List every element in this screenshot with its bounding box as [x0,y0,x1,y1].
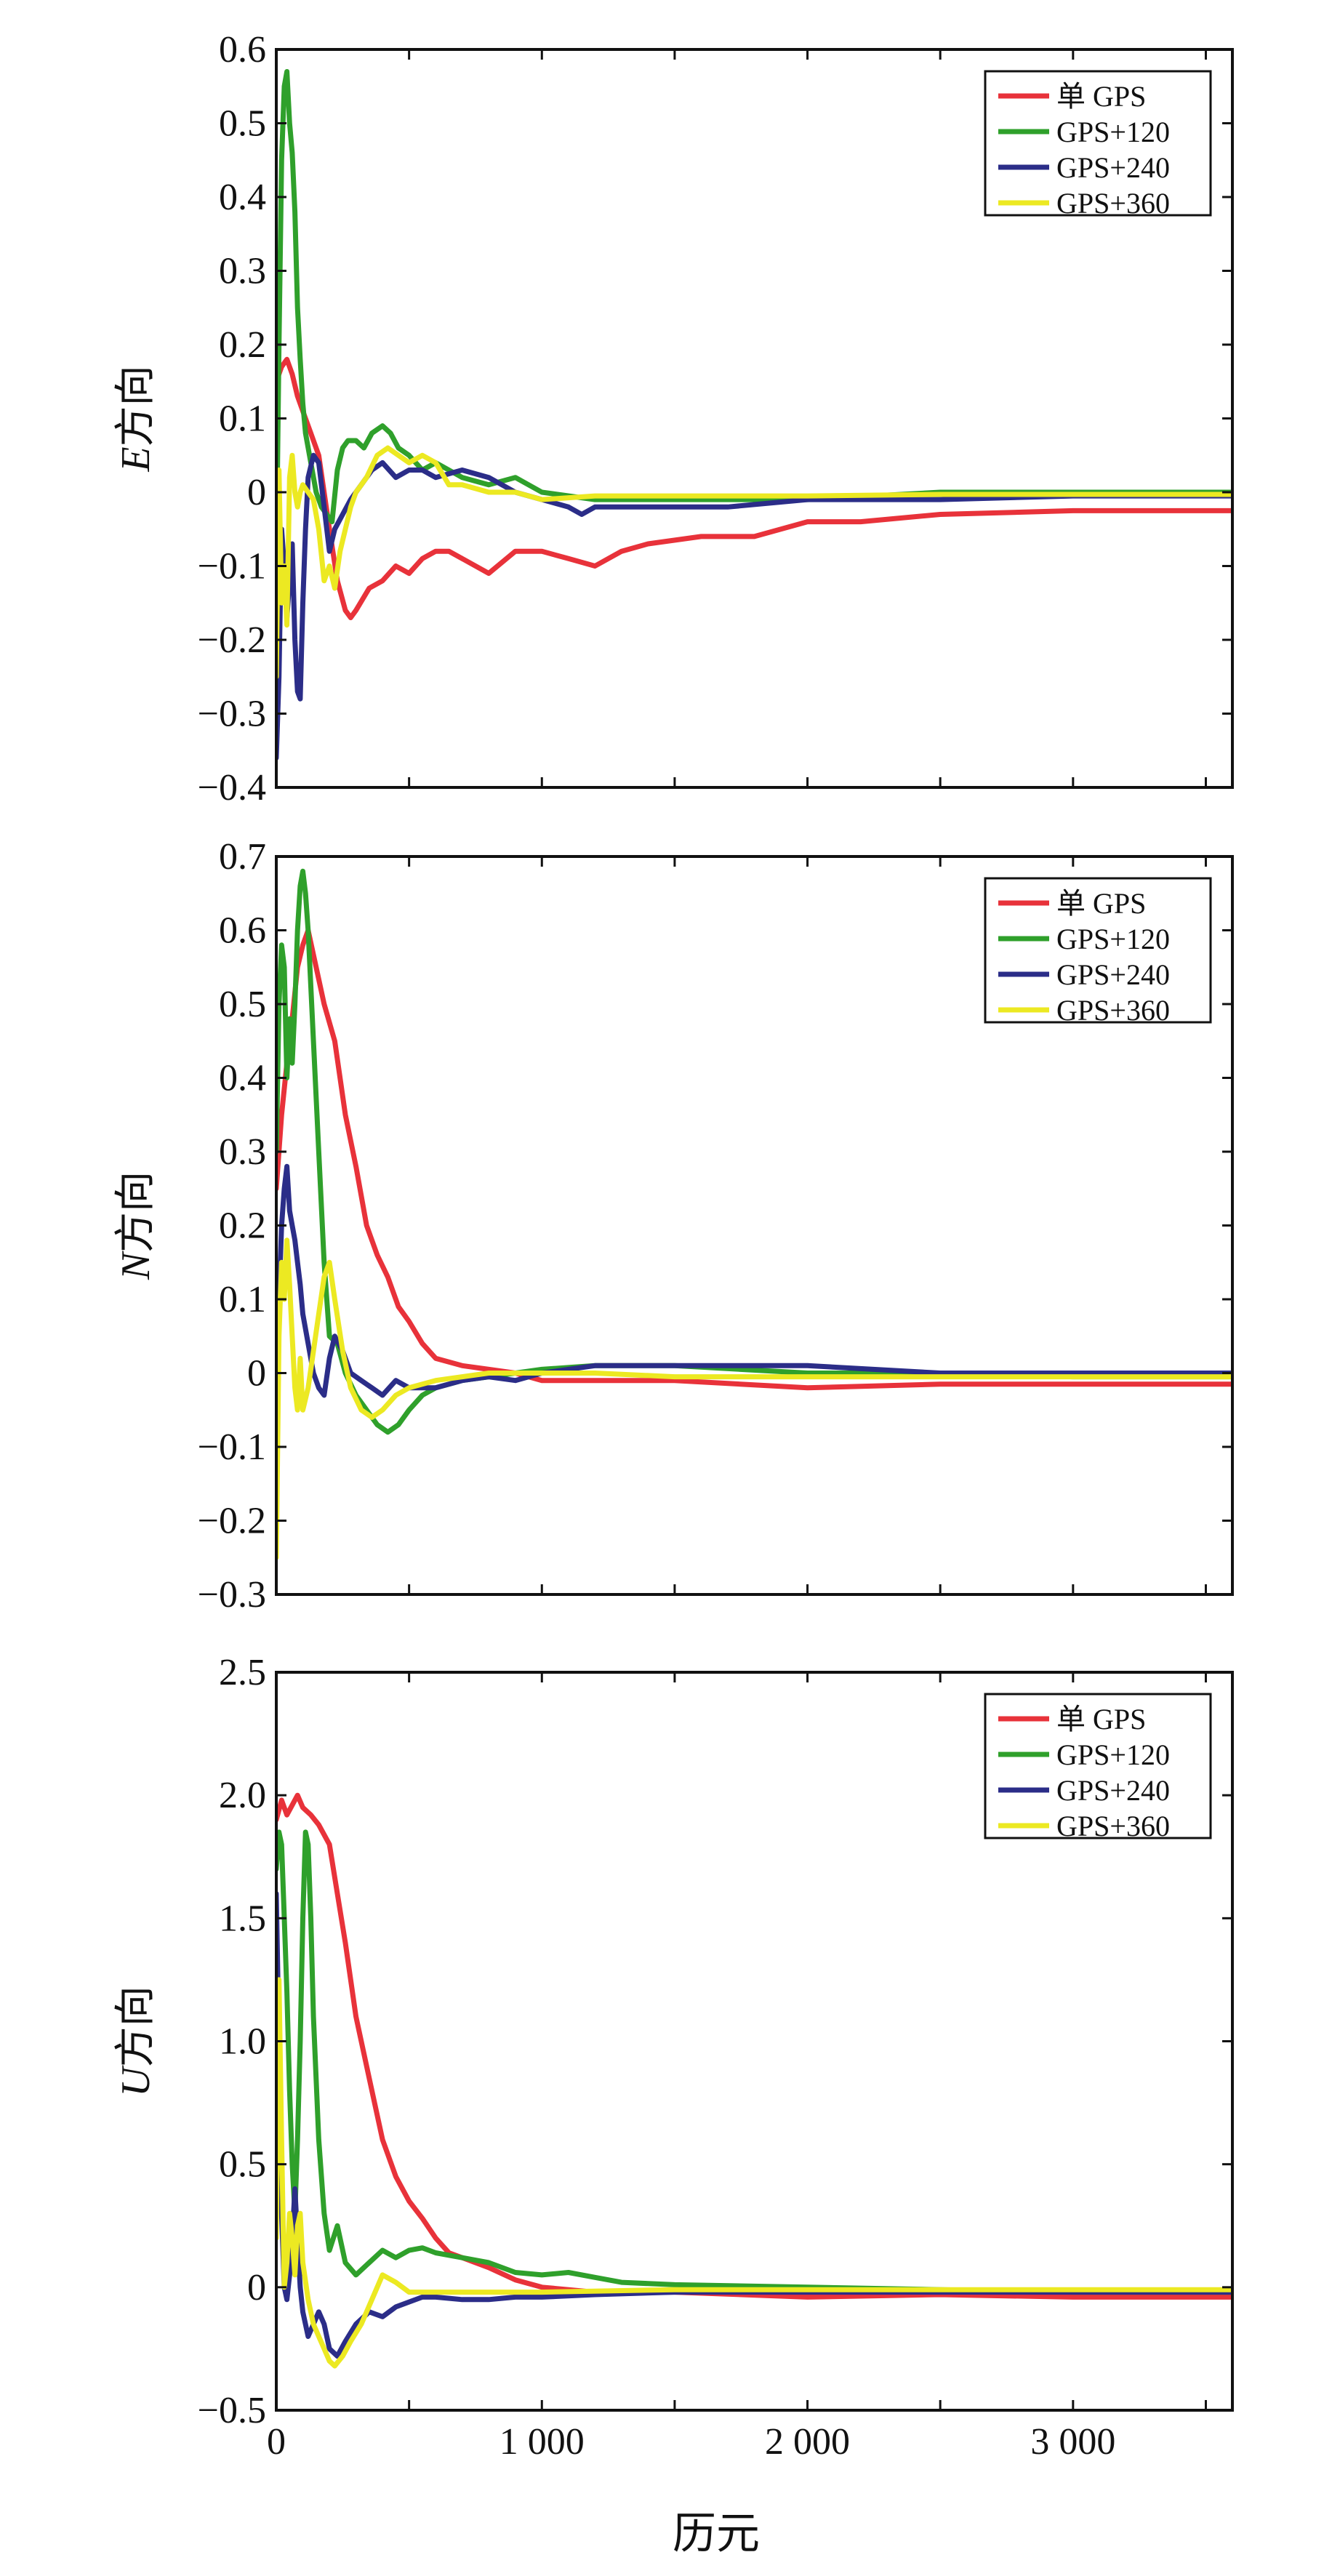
series-line-4 [276,445,1232,680]
y-tick-label: −0.1 [198,1427,266,1468]
series-line-1 [276,356,1232,620]
x-tick-label: 0 [267,2421,286,2463]
y-tick-label: 2.0 [219,1775,266,1816]
y-tick-label: 2.5 [219,1652,266,1693]
series-line-1 [276,1792,1232,2300]
series-line-2 [276,69,1232,569]
legend-label: 单 GPS [1056,1703,1146,1736]
y-tick-label: −0.4 [198,767,266,808]
series-line-4 [276,1977,1232,2369]
y-tick-label: 0 [247,2267,266,2308]
panel-e: −0.4 −0.3 −0.2 −0.1 0 0.1 0.2 0.3 0.4 0.5 0.6 E方向 单 … [113,29,1234,808]
y-tick-label: 0.2 [219,324,266,366]
y-axis-suffix: 方向 [113,1171,159,1253]
y-tick-label: 0.5 [219,2144,266,2186]
x-tick-label: 2 000 [765,2421,850,2463]
legend-box [984,70,1212,217]
x-tick-label: 1 000 [500,2421,585,2463]
legend-label: GPS+120 [1056,1738,1170,1771]
y-tick-label: −0.1 [198,546,266,587]
y-tick-label: 0.4 [219,1058,266,1099]
y-tick-label: 0.5 [219,984,266,1025]
y-tick-label: 0.1 [219,1279,266,1320]
x-tick-label: 3 000 [1030,2421,1115,2463]
y-tick-label: 0.3 [219,1131,266,1173]
y-tick-label: 0 [247,1353,266,1395]
y-tick-label: 0 [247,472,266,513]
legend-label: GPS+240 [1056,958,1170,991]
panel-u: −0.500.51.01.52.02.50 1 000 2 000 3 000U方向单… [113,1652,1234,2463]
y-tick-label: −0.3 [198,1574,266,1616]
series-line-1 [276,928,1232,1391]
legend-label: 单 GPS [1056,80,1146,113]
y-tick-label: 1.5 [219,1898,266,1939]
y-axis-label: U方向 [113,1986,159,2096]
series-line-4 [276,1237,1232,1560]
y-tick-label: −0.2 [198,619,266,661]
y-tick-label: 0.6 [219,29,266,71]
y-tick-label: 0.5 [219,103,266,145]
legend-label: GPS+120 [1056,116,1170,148]
y-tick-label: 1.0 [219,2021,266,2063]
y-tick-label: −0.2 [198,1501,266,1542]
y-tick-label: 0.6 [219,910,266,952]
x-axis-label: 历元 [673,2510,760,2558]
series-line-2 [276,1829,1232,2295]
y-axis-label: E方向 [113,365,159,472]
y-tick-label: 0.4 [219,177,266,218]
legend-label: GPS+240 [1056,1774,1170,1807]
y-axis-variable: E [113,446,159,472]
y-tick-label: −0.3 [198,694,266,735]
y-tick-label: 0.1 [219,398,266,440]
y-tick-label: 0.2 [219,1205,266,1247]
legend-label: 单 GPS [1056,887,1146,920]
y-tick-label: −0.5 [198,2390,266,2431]
y-axis-variable: N [113,1251,159,1280]
legend-label: GPS+360 [1056,994,1170,1027]
legend-label: GPS+240 [1056,151,1170,184]
legend-label: GPS+360 [1056,1810,1170,1842]
y-tick-label: 0.3 [219,251,266,292]
y-tick-label: 0.7 [219,836,266,878]
legend-label: GPS+120 [1056,923,1170,955]
y-axis-label: N方向 [113,1171,159,1280]
y-axis-suffix: 方向 [113,365,159,446]
legend-label: GPS+360 [1056,187,1170,220]
y-axis-suffix: 方向 [113,1986,159,2067]
panel-n: −0.3 −0.2 −0.1 0 0.1 0.2 0.3 0.4 0.5 0.6 0.7 N方向 单 G… [113,836,1234,1616]
y-axis-variable: U [113,2065,159,2097]
